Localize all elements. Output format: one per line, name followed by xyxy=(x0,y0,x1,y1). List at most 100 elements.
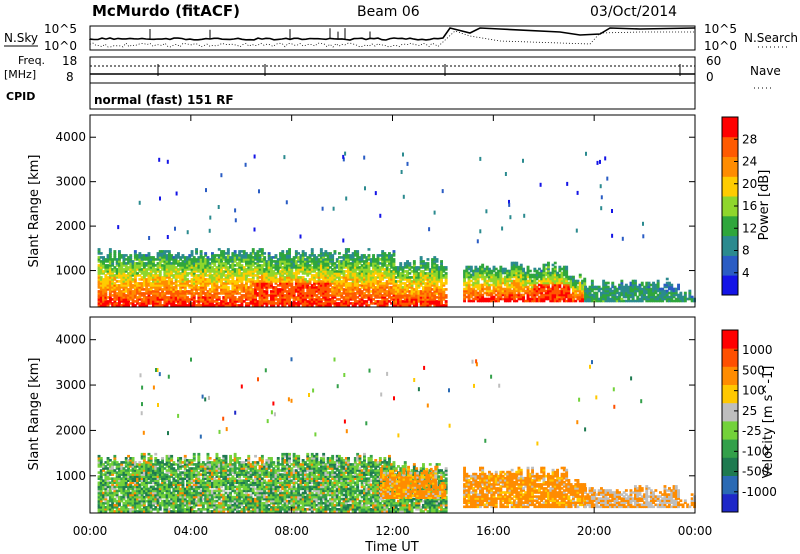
echo-cell xyxy=(111,280,115,283)
echo-cell xyxy=(394,298,398,301)
echo-cell xyxy=(172,256,176,259)
echo-cell xyxy=(440,304,443,307)
echo-cell xyxy=(369,282,373,285)
echo-cell xyxy=(342,258,346,261)
echo-cell xyxy=(224,260,228,263)
echo-cell xyxy=(188,256,192,259)
echo-cell xyxy=(547,293,550,297)
echo-cell xyxy=(351,274,355,277)
echo-cell xyxy=(349,290,353,293)
echo-cell xyxy=(353,262,357,265)
echo-cell xyxy=(102,292,105,295)
echo-cell xyxy=(535,297,539,301)
echo-cell xyxy=(322,278,326,281)
echo-cell xyxy=(392,292,396,295)
echo-cell xyxy=(306,294,310,297)
echo-cell xyxy=(240,254,244,257)
echo-cell xyxy=(133,304,137,307)
echo-cell xyxy=(222,266,226,269)
echo-cell xyxy=(140,282,144,285)
echo-cell xyxy=(306,268,310,271)
echo-cell xyxy=(281,284,285,287)
echo-cell xyxy=(415,292,419,295)
echo-cell xyxy=(99,469,103,472)
echo-cell xyxy=(133,276,137,279)
echo-cell xyxy=(158,252,162,255)
echo-cell xyxy=(399,280,403,283)
echo-cell xyxy=(668,283,671,287)
echo-cell xyxy=(565,281,569,285)
echo-cell xyxy=(544,293,548,297)
echo-cell xyxy=(301,288,305,291)
echo-cell xyxy=(322,282,326,285)
echo-cell xyxy=(108,497,112,501)
echo-cell xyxy=(340,284,344,287)
echo-cell xyxy=(165,266,169,269)
echo-cell xyxy=(142,284,146,287)
echo-cell xyxy=(120,254,124,257)
echo-cell xyxy=(556,293,559,297)
echo-cell xyxy=(208,264,212,267)
echo-cell xyxy=(242,284,246,287)
scatter-echo xyxy=(158,157,161,162)
echo-cell xyxy=(108,278,112,281)
echo-cell xyxy=(229,274,232,277)
echo-cell xyxy=(497,291,500,295)
echo-cell xyxy=(326,260,330,263)
echo-cell xyxy=(226,268,230,271)
echo-cell xyxy=(186,282,189,285)
echo-cell xyxy=(165,260,169,263)
echo-cell xyxy=(254,268,257,271)
echo-cell xyxy=(113,256,117,259)
echo-cell xyxy=(306,284,310,287)
echo-cell xyxy=(481,297,485,301)
echo-cell xyxy=(469,299,473,303)
echo-cell xyxy=(638,289,642,293)
echo-cell xyxy=(440,278,443,281)
echo-cell xyxy=(503,281,507,285)
echo-cell xyxy=(192,266,196,269)
echo-cell xyxy=(385,258,389,261)
echo-cell xyxy=(569,281,573,285)
scatter-echo xyxy=(599,184,602,189)
echo-cell xyxy=(251,260,255,263)
echo-cell xyxy=(288,254,291,257)
echo-cell xyxy=(324,276,328,279)
echo-cell xyxy=(113,479,117,482)
echo-cell xyxy=(240,280,244,283)
echo-cell xyxy=(469,293,473,297)
echo-cell xyxy=(360,284,364,287)
echo-cell xyxy=(356,260,360,263)
echo-cell xyxy=(401,290,405,293)
echo-cell xyxy=(342,254,346,257)
echo-cell xyxy=(236,258,239,261)
cpid-value: normal (fast) 151 RF xyxy=(94,93,234,107)
echo-cell xyxy=(349,278,353,281)
echo-cell xyxy=(108,491,112,495)
echo-cell xyxy=(226,248,230,251)
echo-cell xyxy=(645,297,649,301)
echo-cell xyxy=(124,276,128,279)
echo-cell xyxy=(136,258,139,261)
echo-cell xyxy=(356,256,360,259)
echo-cell xyxy=(213,280,217,283)
echo-cell xyxy=(115,284,119,287)
echo-cell xyxy=(115,463,119,466)
echo-cell xyxy=(358,262,362,265)
echo-cell xyxy=(522,275,525,279)
echo-cell xyxy=(503,283,507,287)
echo-cell xyxy=(356,250,360,253)
echo-cell xyxy=(668,281,671,285)
echo-cell xyxy=(190,288,194,291)
echo-cell xyxy=(440,262,443,265)
echo-cell xyxy=(192,272,196,275)
scatter-echo xyxy=(253,227,256,232)
echo-cell xyxy=(410,282,414,285)
echo-cell xyxy=(281,272,285,275)
echo-cell xyxy=(333,278,337,281)
echo-cell xyxy=(113,463,117,466)
echo-cell xyxy=(415,286,419,289)
echo-cell xyxy=(272,294,276,297)
echo-cell xyxy=(313,262,316,265)
echo-cell xyxy=(177,290,180,293)
